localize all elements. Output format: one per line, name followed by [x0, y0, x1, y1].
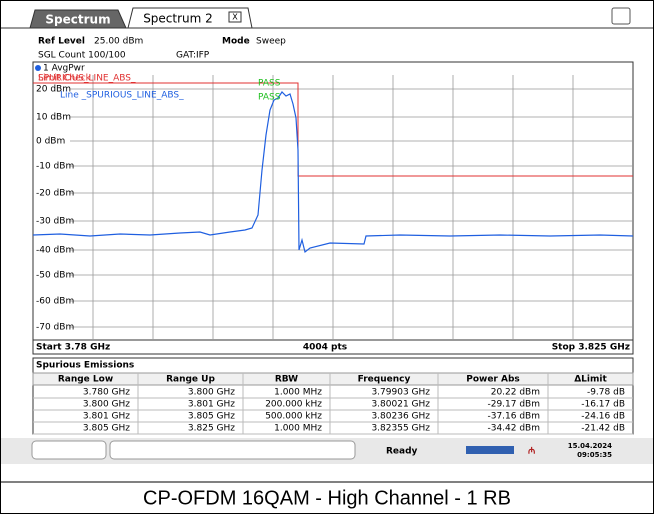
- y-label: -50 dBm: [36, 271, 74, 281]
- table-cell: 500.000 kHz: [265, 412, 322, 422]
- table-cell: -24.16 dB: [581, 412, 625, 422]
- status-time: 09:05:35: [577, 451, 612, 459]
- y-label: -60 dBm: [36, 297, 74, 307]
- table-cell: -29.17 dBm: [487, 400, 540, 410]
- y-label: -30 dBm: [36, 217, 74, 227]
- info-label: Ref Level: [38, 37, 85, 47]
- table-cell: 3.780 GHz: [83, 388, 130, 398]
- tab-label: Spectrum: [45, 13, 110, 27]
- y-label: -20 dBm: [36, 189, 74, 199]
- table-cell: -9.78 dB: [587, 388, 625, 398]
- y-label: -10 dBm: [36, 162, 74, 172]
- trace: [32, 91, 634, 254]
- pass-label: PASS: [258, 79, 281, 89]
- stop-freq: Stop 3.825 GHz: [552, 343, 630, 353]
- status-date: 15.04.2024: [568, 442, 612, 450]
- info-value: 25.00 dBm: [94, 37, 143, 47]
- logo: ₼: [528, 447, 535, 457]
- info-value: GAT:IFP: [176, 51, 210, 61]
- table-cell: 1.000 MHz: [274, 388, 322, 398]
- table-cell: 3.825 GHz: [188, 424, 235, 434]
- status-box: [109, 440, 356, 460]
- y-label: 10 dBm: [36, 113, 71, 123]
- y-label: 0 dBm: [36, 137, 65, 147]
- table: Range Low Range Up RBW Frequency Power Abs ΔL…: [32, 372, 634, 435]
- menu-icon[interactable]: [611, 7, 631, 25]
- y-label: -70 dBm: [36, 323, 74, 333]
- table-cell: 3.801 GHz: [188, 400, 235, 410]
- limit-check: Limit Check: [38, 74, 92, 84]
- limit-line-label: Line _SPURIOUS_LINE_ABS_: [60, 91, 184, 101]
- table-cell: -37.16 dBm: [487, 412, 540, 422]
- table-frame: [32, 357, 634, 435]
- pass-label: PASS: [258, 93, 281, 103]
- y-label: 20 dBm: [36, 85, 71, 95]
- table-cell: 3.801 GHz: [83, 412, 130, 422]
- table-cell: 1.000 MHz: [274, 424, 322, 434]
- table-cell: 20.22 dBm: [491, 388, 540, 398]
- table-cell: -21.42 dB: [581, 424, 625, 434]
- close-icon-x: X: [232, 13, 238, 22]
- table-cell: 3.800 GHz: [83, 400, 130, 410]
- table-cell: 3.800 GHz: [188, 388, 235, 398]
- progress: [466, 446, 514, 454]
- table-cell: -34.42 dBm: [487, 424, 540, 434]
- column-header: Frequency: [358, 375, 411, 385]
- grid: 20 dBm 10 dBm 0 dBm -10 dBm -20 dBm -30 dBm -4…: [36, 75, 633, 340]
- table-cell: 3.80236 GHz: [371, 412, 430, 422]
- limit-line: [33, 82, 633, 177]
- status-ready: Ready: [386, 447, 418, 457]
- status-box: [31, 440, 107, 460]
- points: 4004 pts: [303, 343, 347, 353]
- close-icon[interactable]: [228, 11, 242, 23]
- trace-dot: [35, 65, 41, 71]
- info-value: SGL Count 100/100: [38, 51, 126, 61]
- tab-label: Spectrum 2: [143, 12, 213, 26]
- info-label: Mode: [222, 37, 250, 47]
- table-cell: 3.80021 GHz: [371, 400, 430, 410]
- table-cell: 200.000 kHz: [265, 400, 322, 410]
- column-header: Range Low: [58, 375, 113, 385]
- table-header: [32, 372, 634, 386]
- table-cell: -16.17 dB: [581, 400, 625, 410]
- info-value: Sweep: [256, 37, 286, 47]
- table-cell: 3.79903 GHz: [371, 388, 430, 398]
- column-header: RBW: [275, 375, 298, 385]
- table-cell: 3.82355 GHz: [371, 424, 430, 434]
- start-freq: Start 3.78 GHz: [36, 343, 110, 353]
- limit-line-label: SPURIOUS_LINE_ABS_: [38, 74, 136, 84]
- column-header: ΔLimit: [574, 375, 607, 385]
- trace-label: 1 AvgPwr: [43, 64, 85, 74]
- y-label: -40 dBm: [36, 246, 74, 256]
- column-header: Power Abs: [466, 375, 520, 385]
- caption: CP-OFDM 16QAM - High Channel - 1 RB: [143, 487, 511, 509]
- table-cell: 3.805 GHz: [188, 412, 235, 422]
- table-cell: 3.805 GHz: [83, 424, 130, 434]
- table-title: Spurious Emissions: [36, 361, 134, 371]
- column-header: Range Up: [166, 375, 215, 385]
